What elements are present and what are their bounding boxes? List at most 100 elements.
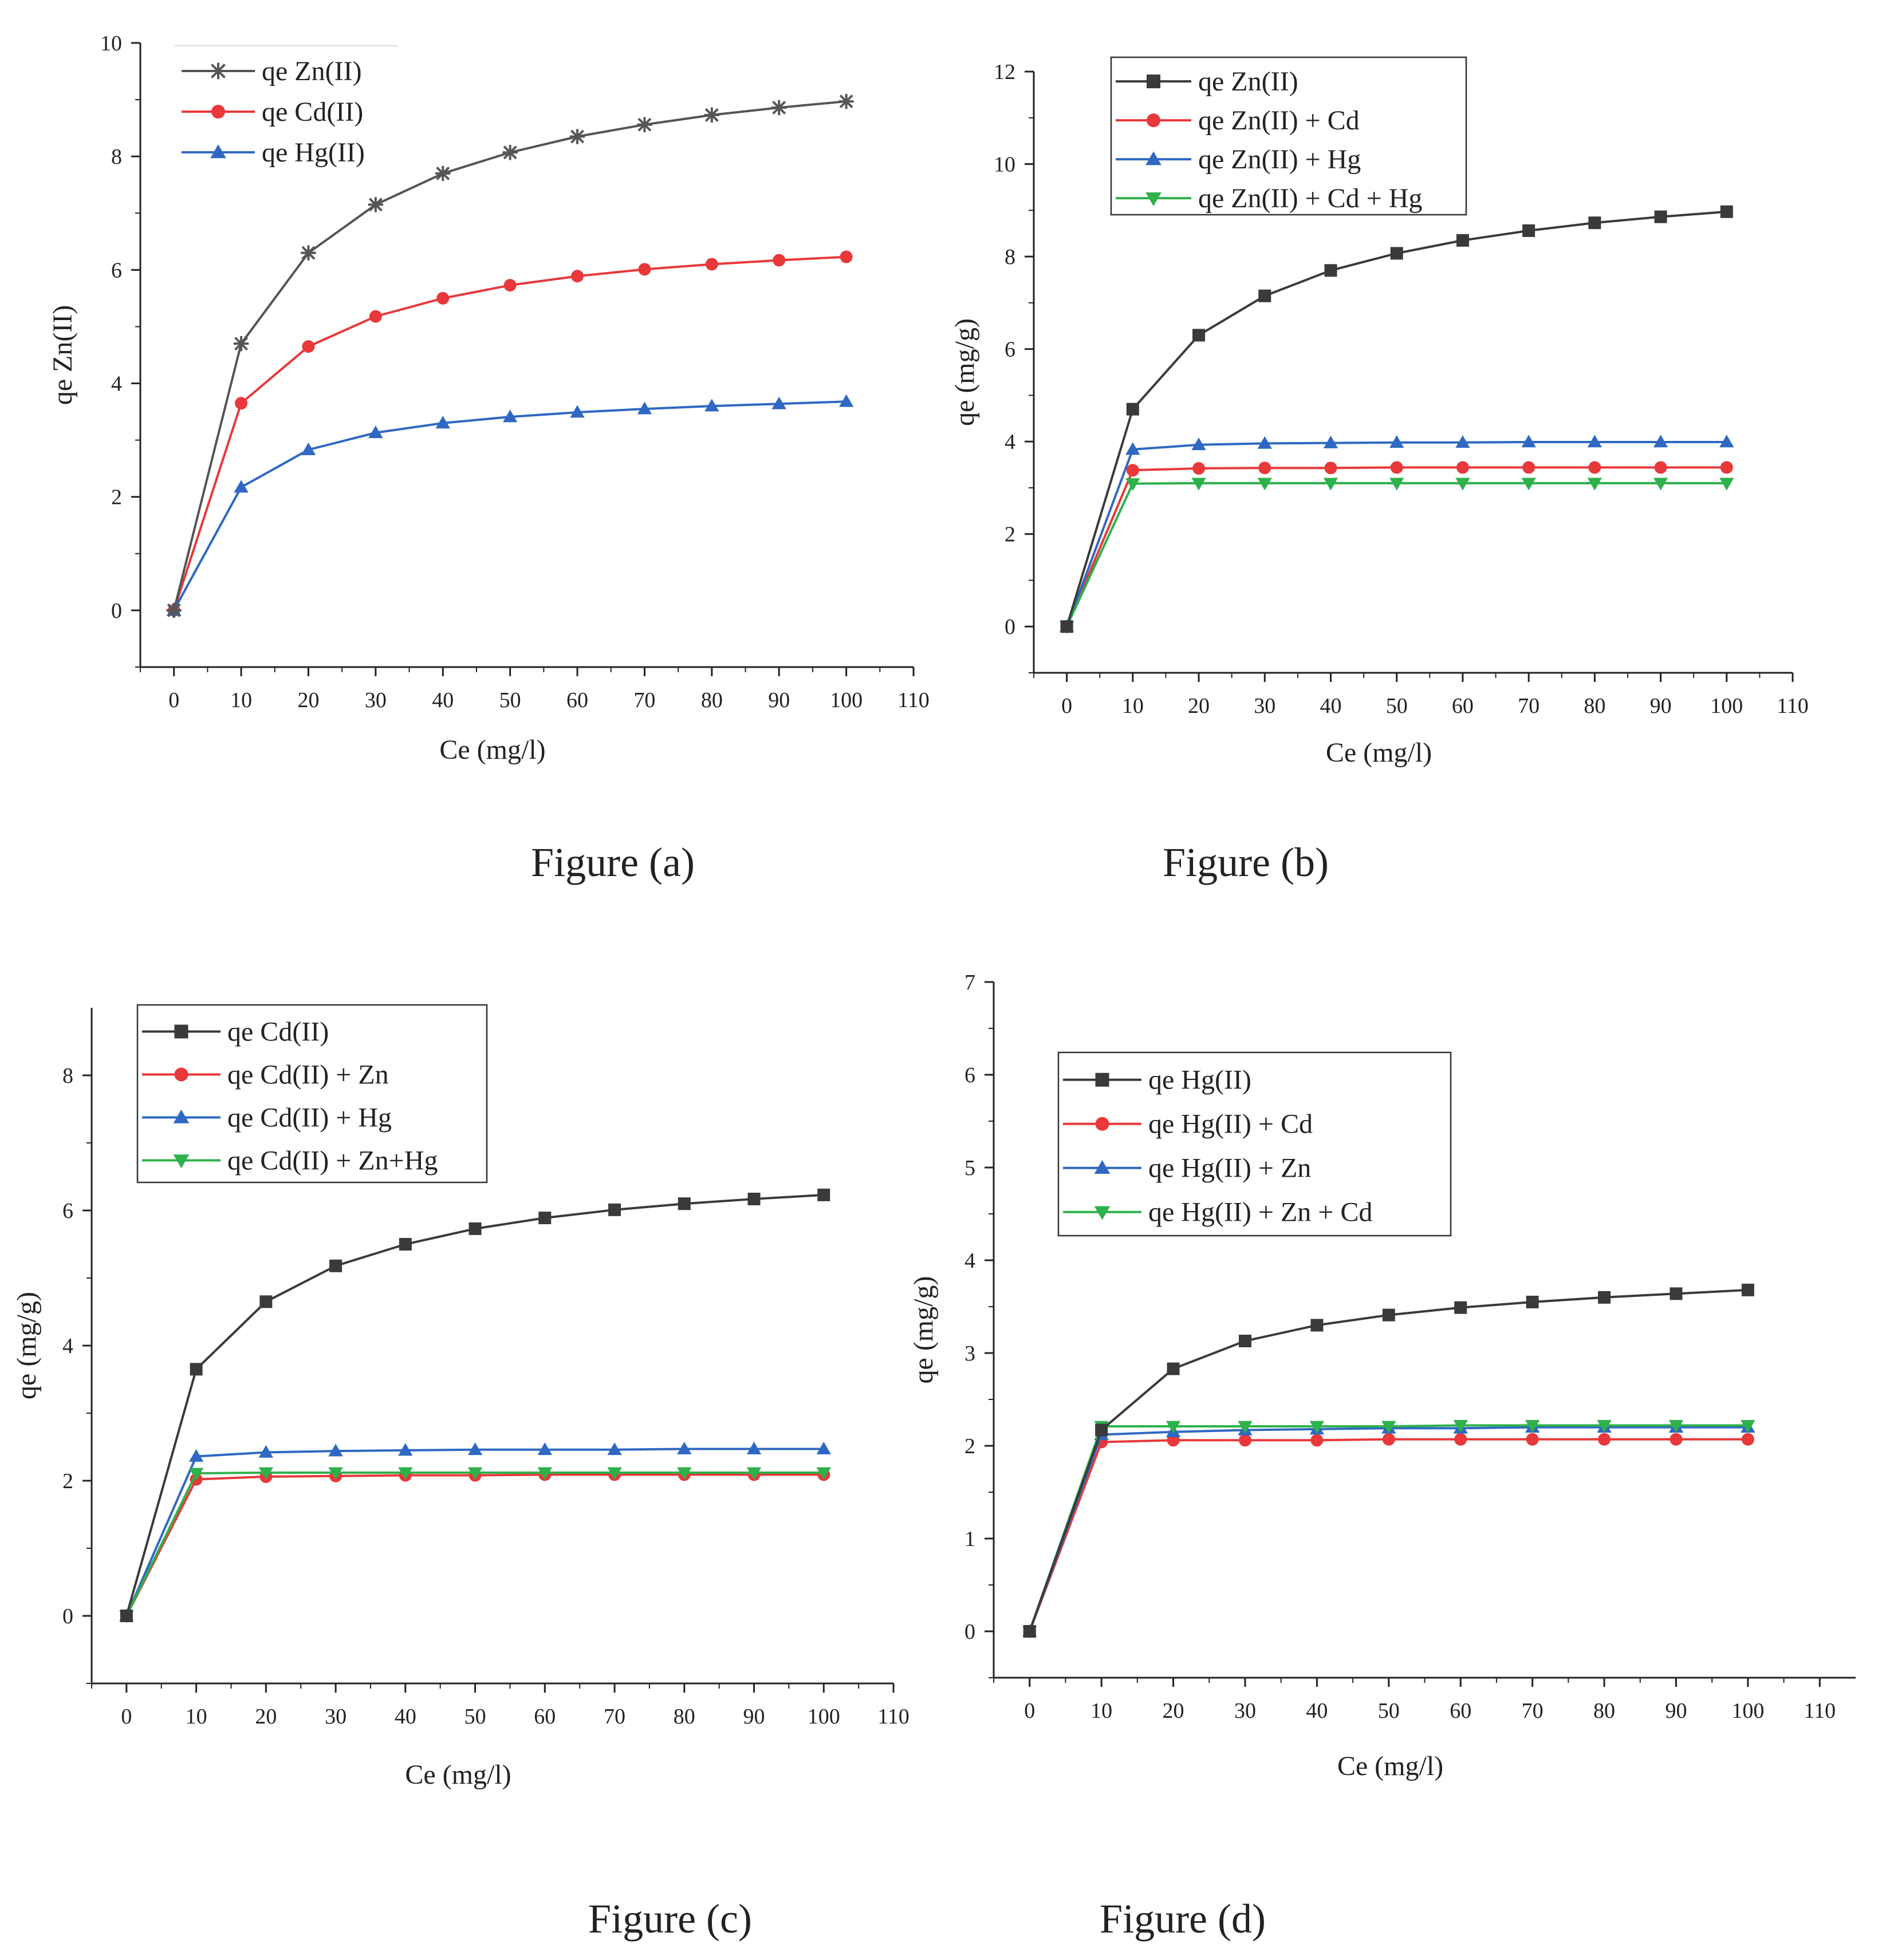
legend-label: qe Zn(II) bbox=[1198, 66, 1298, 97]
legend-label: qe Cd(II) + Hg bbox=[227, 1103, 392, 1133]
y-tick-label: 12 bbox=[994, 60, 1015, 84]
legend-frame bbox=[1057, 1051, 1452, 1237]
data-point bbox=[166, 602, 182, 618]
data-point bbox=[399, 1238, 412, 1251]
x-tick-label: 50 bbox=[464, 1705, 486, 1729]
data-point bbox=[328, 1467, 343, 1480]
data-point bbox=[435, 165, 451, 182]
data-point bbox=[1522, 224, 1536, 237]
y-tick-label: 6 bbox=[1005, 338, 1015, 362]
legend-label: qe Hg(II) bbox=[262, 137, 365, 168]
legend-label: qe Cd(II) + Zn bbox=[227, 1060, 389, 1090]
data-point bbox=[1598, 1433, 1611, 1446]
data-point bbox=[258, 1467, 273, 1480]
x-tick-label: 10 bbox=[1090, 1699, 1112, 1723]
x-tick-label: 100 bbox=[830, 688, 863, 712]
data-point bbox=[1653, 478, 1668, 491]
series-line bbox=[172, 400, 847, 611]
data-point bbox=[301, 442, 316, 455]
series-2 bbox=[1022, 1419, 1755, 1637]
series-line bbox=[1028, 1426, 1748, 1632]
x-tick-label: 40 bbox=[395, 1705, 416, 1729]
legend: qe Zn(II) qe Cd(II) qe Hg(II) bbox=[175, 45, 398, 168]
data-point bbox=[677, 1467, 692, 1480]
data-point bbox=[1587, 478, 1602, 491]
series-line bbox=[125, 1193, 824, 1616]
legend-marker bbox=[1147, 74, 1160, 89]
series-3 bbox=[1022, 1420, 1755, 1639]
y-tick-label: 4 bbox=[111, 372, 122, 396]
x-tick-label: 20 bbox=[297, 688, 319, 712]
x-axis-label: Ce (mg/l) bbox=[1337, 1751, 1443, 1781]
series-line bbox=[1028, 1288, 1748, 1632]
x-tick-label: 80 bbox=[674, 1705, 695, 1729]
series-line bbox=[125, 1473, 824, 1616]
legend-marker bbox=[1145, 151, 1162, 165]
data-point bbox=[608, 1203, 621, 1216]
x-tick-label: 100 bbox=[808, 1705, 840, 1729]
data-point bbox=[301, 245, 316, 261]
data-point bbox=[1456, 234, 1469, 247]
data-point bbox=[1741, 1433, 1754, 1446]
legend-entry: qe Zn(II) bbox=[1116, 66, 1298, 97]
data-point bbox=[1324, 264, 1337, 277]
y-tick-label: 10 bbox=[100, 31, 122, 56]
figure-caption: Figure (b) bbox=[1163, 839, 1329, 885]
series-1 bbox=[167, 250, 853, 617]
data-point bbox=[840, 250, 853, 263]
data-point bbox=[190, 1363, 203, 1376]
legend-entry: qe Zn(II) bbox=[182, 56, 362, 86]
x-tick-label: 0 bbox=[168, 688, 179, 712]
data-point bbox=[1191, 437, 1206, 451]
data-point bbox=[1126, 464, 1139, 477]
x-tick-label: 110 bbox=[897, 688, 930, 712]
data-point bbox=[569, 129, 585, 144]
x-tick-label: 60 bbox=[1452, 694, 1474, 718]
x-tick-label: 20 bbox=[255, 1705, 277, 1729]
x-tick-label: 40 bbox=[432, 688, 454, 712]
data-point bbox=[1598, 1291, 1611, 1304]
data-point bbox=[368, 197, 384, 212]
data-point bbox=[704, 107, 720, 123]
y-tick-label: 2 bbox=[62, 1469, 73, 1493]
x-tick-label: 30 bbox=[325, 1705, 347, 1729]
x-tick-label: 80 bbox=[1593, 1699, 1615, 1723]
x-tick-label: 40 bbox=[1320, 694, 1341, 718]
data-point bbox=[1668, 1420, 1684, 1433]
legend-marker bbox=[1095, 1117, 1109, 1131]
x-tick-label: 90 bbox=[1665, 1699, 1687, 1723]
legend-entry: qe Hg(II) bbox=[182, 137, 365, 168]
data-point bbox=[467, 1442, 483, 1456]
legend-entry: qe Zn(II) + Cd bbox=[1116, 105, 1360, 136]
data-point bbox=[368, 425, 383, 439]
data-point bbox=[503, 279, 517, 292]
data-point bbox=[259, 1295, 273, 1308]
legend-marker bbox=[173, 1109, 190, 1123]
data-point bbox=[1654, 461, 1667, 474]
legend-entry: qe Zn(II) + Cd + Hg bbox=[1116, 183, 1422, 214]
x-tick-label: 70 bbox=[633, 688, 655, 712]
data-point bbox=[638, 263, 651, 276]
y-tick-label: 0 bbox=[964, 1620, 975, 1644]
data-point bbox=[1238, 1434, 1251, 1447]
data-point bbox=[1167, 1362, 1180, 1375]
legend-entry: qe Cd(II) bbox=[142, 1017, 329, 1047]
legend-marker bbox=[173, 1154, 190, 1169]
data-point bbox=[1381, 1421, 1396, 1434]
legend: qe Zn(II) qe Zn(II) + Cd qe Zn(II) + Hg qe … bbox=[1110, 56, 1467, 216]
data-point bbox=[1257, 478, 1272, 491]
chart-d: 0 10 20 30 40 50 60 70 80 90 100 110 0 1 2 3 4 5 6 7 Ce (mg/… bbox=[908, 971, 1856, 1942]
legend-label: qe Hg(II) bbox=[1148, 1065, 1251, 1095]
x-tick-label: 0 bbox=[1061, 694, 1072, 718]
data-point bbox=[607, 1467, 622, 1480]
legend-entry: qe Cd(II) bbox=[182, 97, 363, 127]
data-point bbox=[1587, 435, 1602, 448]
data-point bbox=[1323, 435, 1338, 448]
legend-label: qe Cd(II) bbox=[262, 97, 363, 127]
data-point bbox=[467, 1467, 483, 1480]
y-axis-label: qe (mg/g) bbox=[11, 1292, 42, 1399]
data-point bbox=[771, 100, 787, 116]
legend-marker bbox=[211, 105, 225, 119]
data-point bbox=[678, 1197, 691, 1210]
